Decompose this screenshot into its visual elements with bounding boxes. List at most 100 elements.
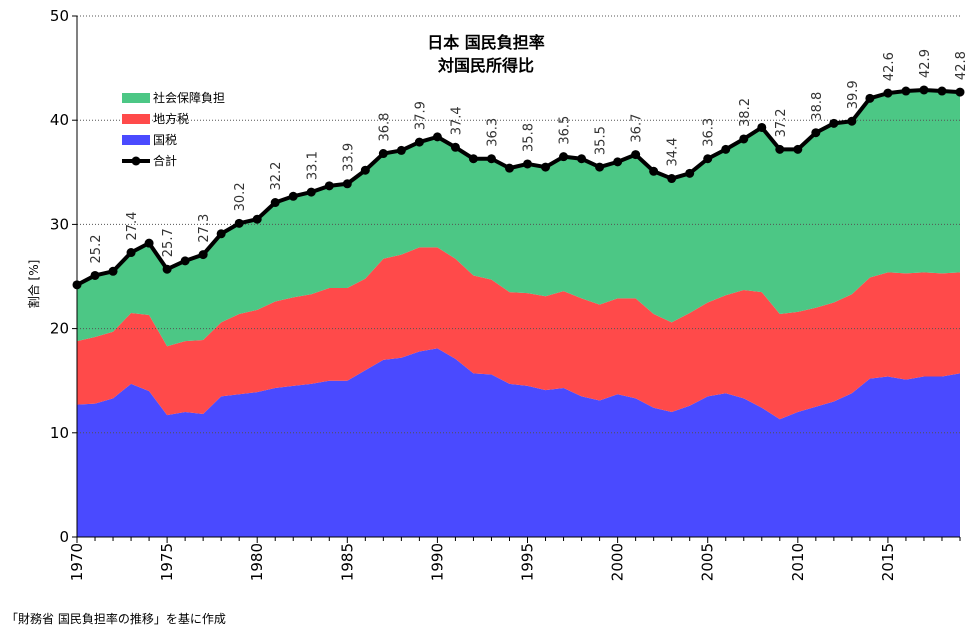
legend-swatch xyxy=(122,114,150,124)
data-label: 36.7 xyxy=(630,114,645,143)
y-tick-label: 30 xyxy=(50,215,69,233)
data-label: 27.3 xyxy=(197,214,212,243)
gridlines xyxy=(77,15,960,434)
data-label: 38.8 xyxy=(810,92,825,121)
data-label: 27.4 xyxy=(125,212,140,241)
data-point xyxy=(523,159,533,169)
data-point xyxy=(396,145,406,155)
data-point xyxy=(432,132,442,142)
data-label: 42.6 xyxy=(882,52,897,81)
data-point xyxy=(162,264,172,274)
data-point xyxy=(829,118,839,128)
data-point xyxy=(775,144,785,154)
y-tick-label: 50 xyxy=(50,7,69,25)
data-point xyxy=(342,179,352,189)
data-label: 38.2 xyxy=(738,98,753,127)
x-tick-label: 1970 xyxy=(68,543,86,581)
data-point xyxy=(234,218,244,228)
data-point xyxy=(847,116,857,126)
y-tick-label: 40 xyxy=(50,111,69,129)
data-point xyxy=(198,250,208,260)
area-社会保障負担 xyxy=(77,89,960,347)
data-point xyxy=(811,128,821,138)
data-label: 25.2 xyxy=(89,235,104,264)
data-point xyxy=(504,163,514,173)
x-tick-label: 2010 xyxy=(789,543,807,581)
data-point xyxy=(577,154,587,164)
data-point xyxy=(360,165,370,175)
data-label: 32.2 xyxy=(269,162,284,191)
data-point xyxy=(901,86,911,96)
data-point xyxy=(378,149,388,159)
area-国税 xyxy=(77,348,960,537)
data-label: 33.9 xyxy=(341,143,356,172)
data-point xyxy=(324,181,334,191)
source-note: 「財務省 国民負担率の推移」を基に作成 xyxy=(6,611,226,626)
data-label: 36.5 xyxy=(558,116,573,145)
data-label: 36.3 xyxy=(702,118,717,147)
data-point xyxy=(937,86,947,96)
data-point xyxy=(306,187,316,197)
data-label: 39.9 xyxy=(846,80,861,109)
data-point xyxy=(468,154,478,164)
data-label: 33.1 xyxy=(305,151,320,180)
data-point xyxy=(613,157,623,167)
data-point xyxy=(541,162,551,172)
data-point xyxy=(414,137,424,147)
data-point xyxy=(631,150,641,160)
data-point xyxy=(721,144,731,154)
data-point xyxy=(919,85,929,95)
data-label: 30.2 xyxy=(233,182,248,211)
y-tick-label: 0 xyxy=(59,528,69,546)
data-labels: 25.2 27.4 25.7 27.3 30.2 32.2 33.1 33.9 36.8 37.9… xyxy=(89,49,969,263)
data-point xyxy=(793,144,803,154)
stacked-areas xyxy=(77,89,960,537)
data-point xyxy=(180,256,190,266)
data-point xyxy=(865,93,875,103)
x-tick-label: 1980 xyxy=(248,543,266,581)
data-label: 37.4 xyxy=(449,106,464,135)
data-point xyxy=(703,154,713,164)
chart-subtitle: 対国民所得比 xyxy=(437,56,534,75)
x-tick-label: 2015 xyxy=(879,543,897,581)
y-tick-label: 10 xyxy=(50,424,69,442)
legend-swatch xyxy=(122,135,150,145)
data-label: 37.9 xyxy=(413,101,428,130)
chart-title: 日本 国民負担率 xyxy=(427,33,545,52)
data-label: 42.9 xyxy=(918,49,933,78)
data-label: 36.3 xyxy=(485,118,500,147)
data-point xyxy=(667,174,677,184)
data-point xyxy=(144,238,154,248)
data-label: 37.2 xyxy=(774,108,789,137)
data-point xyxy=(72,280,82,290)
data-label: 35.8 xyxy=(522,123,537,152)
x-tick-label: 1985 xyxy=(338,543,356,581)
data-point xyxy=(486,154,496,164)
legend-label: 社会保障負担 xyxy=(153,90,225,105)
legend-label: 合計 xyxy=(153,153,177,168)
data-point xyxy=(559,152,569,162)
x-tick-label: 2005 xyxy=(699,543,717,581)
data-point xyxy=(595,162,605,172)
data-point xyxy=(90,270,100,280)
data-point xyxy=(739,134,749,144)
x-tick-label: 1990 xyxy=(428,543,446,581)
data-label: 35.5 xyxy=(594,126,609,155)
legend-marker xyxy=(131,156,141,166)
legend-swatch xyxy=(122,93,150,103)
x-tick-label: 1995 xyxy=(519,543,537,581)
data-point xyxy=(108,266,118,276)
data-point xyxy=(685,168,695,178)
y-axis-title: 割合 [%] xyxy=(26,260,41,309)
x-tick-label: 2000 xyxy=(609,543,627,581)
total-line-layer xyxy=(72,85,965,290)
data-point xyxy=(126,248,136,258)
axes: 0 10 20 30 40 50 1970 1975 1980 1985 1990 1995 2000 2… xyxy=(50,7,961,581)
legend-label: 国税 xyxy=(153,133,177,147)
data-point xyxy=(288,191,298,201)
data-point xyxy=(955,87,965,97)
data-label: 34.4 xyxy=(666,138,681,167)
legend-label: 地方税 xyxy=(153,111,189,126)
